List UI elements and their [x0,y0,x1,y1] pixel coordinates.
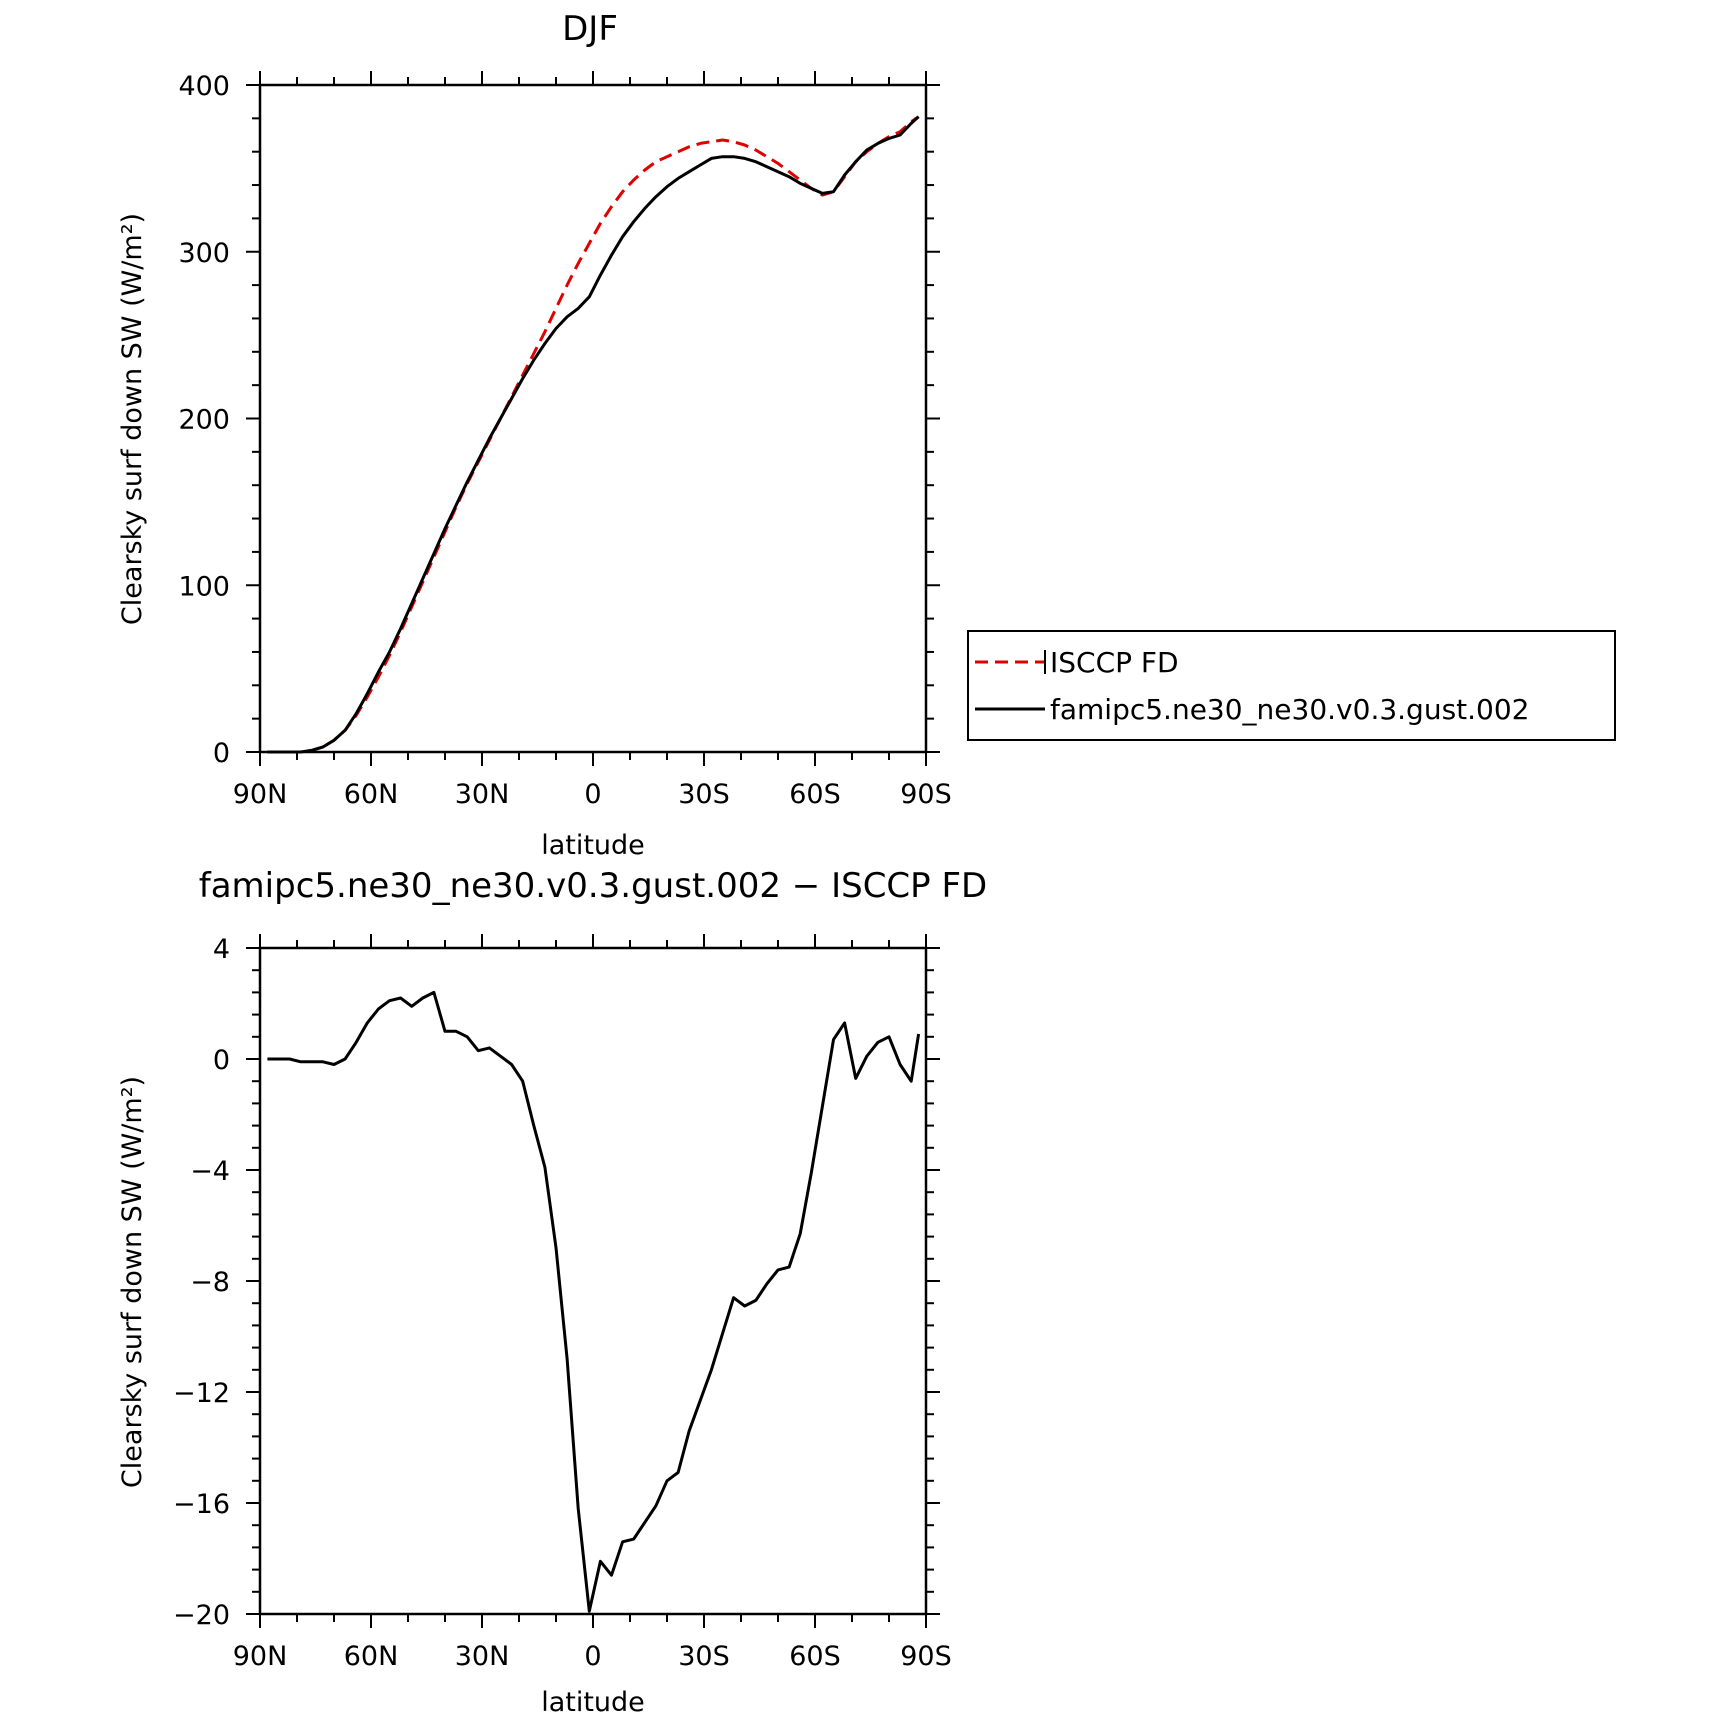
top-x-tick-label: 90N [233,779,288,810]
top-y-tick-label: 300 [178,238,230,269]
bottom-y-tick-label: −8 [190,1267,230,1298]
top-series-lines [267,115,920,754]
top-x-tick-label: 60S [789,779,841,810]
top-y-tick-label: 400 [178,71,230,102]
top-panel: DJF 90N 60N 30N 0 30S 60S 90S 0 100 200 300 400 Cle… [117,9,952,861]
bottom-y-tick-label: 0 [213,1045,230,1076]
bottom-x-tick-label: 30S [678,1641,730,1672]
bottom-panel: famipc5.ne30_ne30.v0.3.gust.002 − ISCCP … [117,866,987,1717]
top-x-tick-label: 0 [584,779,601,810]
bottom-x-axis-label: latitude [541,1687,645,1717]
legend: ISCCP FD famipc5.ne30_ne30.v0.3.gust.002 [967,630,1616,741]
legend-label-isccp: ISCCP FD [1050,646,1179,679]
bottom-x-tick-label: 30N [455,1641,510,1672]
top-x-tick-label: 30N [455,779,510,810]
bottom-chart-title: famipc5.ne30_ne30.v0.3.gust.002 − ISCCP … [199,866,987,906]
bottom-axes: 90N 60N 30N 0 30S 60S 90S 4 0 −4 −8 −12 −16 −20 [173,934,952,1672]
bottom-series-lines [267,990,921,1613]
bottom-x-tick-label: 60S [789,1641,841,1672]
bottom-x-tick-label: 90N [233,1641,288,1672]
top-y-tick-label: 100 [178,571,230,602]
bottom-y-axis-label: Clearsky surf down SW (W/m²) [117,1076,148,1488]
top-y-tick-label: 200 [178,405,230,436]
bottom-y-tick-label: −16 [173,1489,230,1520]
top-y-axis-label: Clearsky surf down SW (W/m²) [117,213,148,625]
top-series-line-solid-1 [267,115,920,754]
bottom-y-tick-label: −20 [173,1600,230,1631]
top-axes: 90N 60N 30N 0 30S 60S 90S 0 100 200 300 400 [178,71,952,810]
top-y-tick-label: 0 [213,738,230,769]
top-chart-title: DJF [562,9,618,49]
legend-label-model: famipc5.ne30_ne30.v0.3.gust.002 [1050,693,1530,726]
bottom-x-tick-label: 60N [344,1641,399,1672]
top-x-tick-label: 90S [900,779,952,810]
legend-box [967,630,1616,741]
bottom-y-tick-label: −12 [173,1378,230,1409]
top-x-tick-label: 60N [344,779,399,810]
top-x-axis-label: latitude [541,830,645,861]
bottom-series-line-solid-0 [267,990,921,1613]
bottom-x-tick-label: 0 [584,1641,601,1672]
bottom-x-tick-label: 90S [900,1641,952,1672]
bottom-y-tick-label: 4 [213,934,230,965]
bottom-y-tick-label: −4 [190,1156,230,1187]
top-x-tick-label: 30S [678,779,730,810]
